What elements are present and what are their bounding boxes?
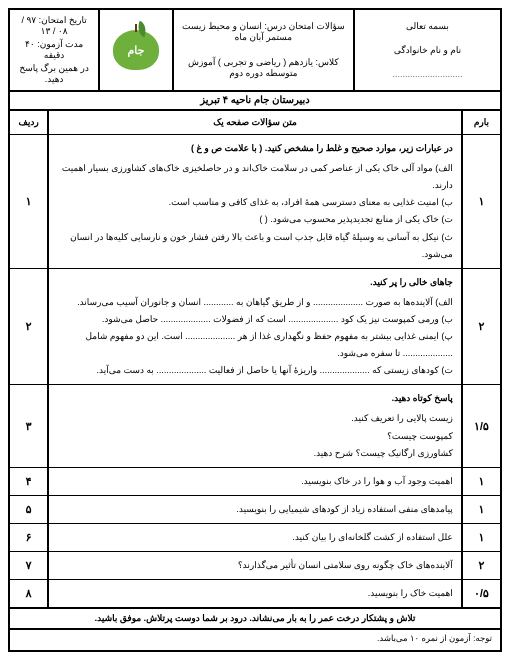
question-row: ۲ جاهای خالی را پر کنید. الف) آلاینده‌ها ب… [10, 269, 500, 386]
logo-leaf-shape [135, 21, 149, 38]
score-cell: ۰/۵ [461, 580, 500, 607]
question-line: اهمیت خاک را بنویسید. [57, 585, 453, 602]
header-logo-cell: جام [98, 10, 172, 90]
score-cell: ۱ [461, 468, 500, 495]
question-line: ب) امنیت غذایی به معنای دسترسی همهٔ افرا… [57, 194, 453, 211]
header-subject-cell: سؤالات امتحان درس: انسان و محیط زیست مست… [172, 10, 353, 90]
question-title: پاسخ کوتاه دهید. [57, 390, 453, 407]
name-label: نام و نام خانوادگی [394, 45, 461, 56]
question-line: ب) ورمی کمپوست نیز یک کود ..............… [57, 311, 453, 328]
score-cell: ۱/۵ [461, 385, 500, 466]
question-line: آلاینده‌های خاک چگونه روی سلامتی انسان ت… [57, 557, 453, 574]
score-cell: ۱ [461, 524, 500, 551]
question-body: پیامدهای منفی استفاده زیاد از کودهای شیم… [49, 496, 461, 523]
question-line: الف) مواد آلی خاک یکی از عناصر کمی در سل… [57, 160, 453, 194]
school-name-row: دبیرستان جام ناحیه ۴ تبریز [10, 92, 500, 111]
table-header-row: بارم متن سؤالات صفحه یک ردیف [10, 111, 500, 135]
score-cell: ۲ [461, 552, 500, 579]
header-meta-cell: تاریخ امتحان: ۹۷ / ۰۸ / ۱۳ مدت آزمون: ۴۰… [10, 10, 98, 90]
question-body: در عبارات زیر، موارد صحیح و غلط را مشخص … [49, 135, 461, 268]
footer-wish: تلاش و پشتکار درخت عمر را به بار می‌نشان… [10, 609, 500, 630]
class-line: کلاس: یازدهم ( ریاضی و تجربی ) آموزش متو… [180, 57, 347, 79]
header: بسمه تعالی نام و نام خانوادگی ..........… [10, 10, 500, 92]
question-row: ۱ پیامدهای منفی استفاده زیاد از کودهای شی… [10, 496, 500, 524]
num-cell: ۱ [10, 135, 49, 268]
header-name-cell: بسمه تعالی نام و نام خانوادگی ..........… [353, 10, 500, 90]
score-cell: ۱ [461, 135, 500, 268]
school-logo: جام [113, 30, 159, 70]
num-cell: ۴ [10, 468, 49, 495]
question-row: ۱ اهمیت وجود آب و هوا را در خاک بنویسید. ۴ [10, 468, 500, 496]
num-cell: ۸ [10, 580, 49, 607]
question-line: پ) ایمنی غذایی بیشتر به مفهوم حفظ و نگهد… [57, 328, 453, 362]
question-line: ت) کودهای زیستی که .................... … [57, 362, 453, 379]
answer-note: در همین برگ پاسخ دهید. [16, 63, 92, 85]
score-cell: ۱ [461, 496, 500, 523]
subject-line: سؤالات امتحان درس: انسان و محیط زیست مست… [180, 21, 347, 43]
question-body: اهمیت وجود آب و هوا را در خاک بنویسید. [49, 468, 461, 495]
question-row: ۱ در عبارات زیر، موارد صحیح و غلط را مشخص… [10, 135, 500, 269]
question-body: اهمیت خاک را بنویسید. [49, 580, 461, 607]
question-line: ت) خاک یکی از منابع تجدیدپذیر محسوب می‌ش… [57, 211, 453, 228]
question-body: آلاینده‌های خاک چگونه روی سلامتی انسان ت… [49, 552, 461, 579]
question-body: علل استفاده از کشت گلخانه‌ای را بیان کنی… [49, 524, 461, 551]
num-cell: ۷ [10, 552, 49, 579]
logo-stem-shape [135, 24, 137, 32]
questions-table: بارم متن سؤالات صفحه یک ردیف ۱ در عبارات … [10, 111, 500, 650]
question-line: الف) آلاینده‌ها به صورت ................… [57, 294, 453, 311]
name-dots: ............................ [393, 69, 463, 79]
question-row: ۲ آلاینده‌های خاک چگونه روی سلامتی انسان … [10, 552, 500, 580]
exam-page: بسمه تعالی نام و نام خانوادگی ..........… [8, 8, 502, 652]
head-num: ردیف [10, 111, 49, 134]
question-title: جاهای خالی را پر کنید. [57, 274, 453, 291]
head-body: متن سؤالات صفحه یک [49, 111, 461, 134]
exam-duration: مدت آزمون: ۴۰ دقیقه [16, 39, 92, 61]
questions-container: ۱ در عبارات زیر، موارد صحیح و غلط را مشخص… [10, 135, 500, 609]
question-row: ۱/۵ پاسخ کوتاه دهید. زیست پالایی را تعریف … [10, 385, 500, 467]
score-cell: ۲ [461, 269, 500, 385]
question-title: در عبارات زیر، موارد صحیح و غلط را مشخص … [57, 140, 453, 157]
num-cell: ۶ [10, 524, 49, 551]
question-line: ث) نیکل به آسانی به وسیلهٔ گیاه قابل جذب… [57, 229, 453, 263]
question-row: ۱ علل استفاده از کشت گلخانه‌ای را بیان کن… [10, 524, 500, 552]
question-body: پاسخ کوتاه دهید. زیست پالایی را تعریف کنی… [49, 385, 461, 466]
question-line: کمپوست چیست؟ [57, 428, 453, 445]
question-line: کشاورزی ارگانیک چیست؟ شرح دهید. [57, 445, 453, 462]
question-line: زیست پالایی را تعریف کنید. [57, 410, 453, 427]
footer-note: توجه: آزمون از نمره ۱۰ می‌باشد. [10, 630, 500, 647]
question-line: علل استفاده از کشت گلخانه‌ای را بیان کنی… [57, 529, 453, 546]
bismillah: بسمه تعالی [406, 21, 449, 32]
num-cell: ۳ [10, 385, 49, 466]
question-body: جاهای خالی را پر کنید. الف) آلاینده‌ها به… [49, 269, 461, 385]
question-line: پیامدهای منفی استفاده زیاد از کودهای شیم… [57, 501, 453, 518]
exam-date: تاریخ امتحان: ۹۷ / ۰۸ / ۱۳ [16, 15, 92, 37]
logo-text: جام [127, 44, 144, 57]
num-cell: ۲ [10, 269, 49, 385]
question-line: اهمیت وجود آب و هوا را در خاک بنویسید. [57, 473, 453, 490]
num-cell: ۵ [10, 496, 49, 523]
question-row: ۰/۵ اهمیت خاک را بنویسید. ۸ [10, 580, 500, 609]
head-score: بارم [461, 111, 500, 134]
